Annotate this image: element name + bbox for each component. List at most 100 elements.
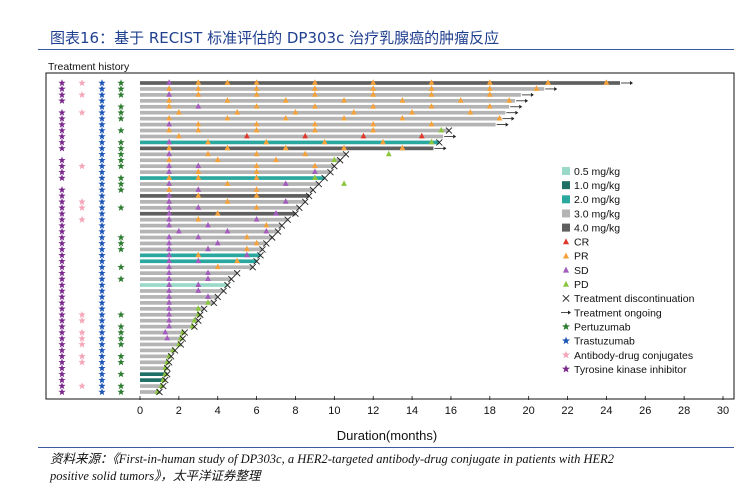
star-trastuzumab-patient-48	[98, 358, 106, 366]
legend-pr-swatch	[562, 252, 570, 259]
star-tki-patient-11	[58, 138, 66, 146]
marker-pr-patient-14-3	[273, 156, 279, 163]
star-pertuzumab-patient-12	[117, 144, 125, 152]
discontinuation-x-patient-9-b	[445, 127, 453, 134]
discontinuation-x-patient-19	[309, 186, 317, 194]
star-trastuzumab-patient-42	[98, 322, 106, 330]
ongoing-arrow-patient-6-head	[515, 110, 519, 115]
legend-treatment-discontinuation-label: Treatment discontinuation	[574, 293, 695, 305]
discontinuation-x-patient-13	[342, 150, 350, 158]
star-pertuzumab-patient-40	[117, 310, 125, 318]
discontinuation-x-patient-38	[210, 299, 218, 307]
star-trastuzumab-patient-37	[98, 293, 106, 300]
marker-sd-patient-37-1	[166, 293, 173, 299]
star-adc-patient-48	[78, 358, 86, 366]
marker-sd-patient-39-1	[166, 305, 173, 311]
legend-antibody-drug-conjugates-label: Antibody-drug conjugates	[574, 350, 693, 362]
legend-1-0-mg-kg-label: 1.0 mg/kg	[574, 180, 620, 192]
star-adc-patient-21	[78, 198, 86, 205]
star-trastuzumab-patient-28	[98, 239, 106, 247]
discontinuation-x-patient-21-b	[301, 198, 309, 206]
marker-pr-patient-29-3	[244, 245, 250, 252]
source-note: 资料来源：《First-in-human study of DP303c, a …	[50, 451, 730, 485]
marker-pr-patient-19-3	[253, 186, 260, 192]
marker-pr-patient-13-4	[302, 150, 309, 157]
marker-sd-patient-27-2	[195, 233, 202, 240]
marker-pd-patient-17-4	[312, 174, 318, 180]
star-tki-patient-33	[58, 269, 66, 277]
marker-pr-patient-2-5	[370, 85, 377, 91]
marker-pr-patient-9-2	[195, 126, 202, 133]
discontinuation-x-patient-34	[228, 275, 235, 283]
marker-pr-patient-17-1	[166, 174, 173, 180]
discontinuation-x-patient-44-b	[179, 335, 187, 342]
marker-pd-patient-13-5	[385, 150, 392, 157]
marker-sd-patient-22-2	[195, 204, 202, 210]
discontinuation-x-patient-48	[165, 358, 173, 366]
discontinuation-x-patient-52	[160, 382, 167, 390]
ongoing-arrow-patient-7	[502, 116, 515, 121]
star-trastuzumab-patient-22	[98, 203, 106, 211]
discontinuation-x-patient-18-b	[315, 180, 323, 188]
star-pertuzumab-patient-44	[117, 334, 125, 342]
legend-pertuzumab-label: Pertuzumab	[574, 321, 631, 333]
star-tki-patient-24	[58, 215, 66, 223]
legend-3-0-mg-kg-swatch	[562, 209, 570, 218]
legend-4-0-mg-kg-swatch	[562, 223, 570, 232]
bar-patient-13	[140, 152, 346, 157]
marker-pr-patient-8-6	[428, 120, 435, 127]
marker-sd-patient-44-1	[164, 334, 171, 341]
discontinuation-x-patient-35	[224, 281, 231, 289]
star-trastuzumab-patient-50	[98, 370, 106, 378]
star-tki-patient-46	[58, 346, 66, 354]
x-tick-label-16: 16	[445, 405, 457, 417]
marker-pr-patient-7-1	[166, 114, 173, 121]
star-tki-patient-43	[58, 328, 66, 336]
marker-sd-patient-28-2	[214, 239, 221, 246]
marker-sd-patient-16-4	[312, 168, 318, 175]
marker-sd-patient-35-2	[195, 281, 202, 287]
discontinuation-x-patient-24	[284, 216, 292, 223]
marker-pr-patient-17-2	[195, 174, 202, 180]
star-tki-patient-38	[58, 299, 66, 306]
star-pertuzumab-patient-28	[117, 239, 125, 247]
discontinuation-x-patient-27-b	[268, 234, 276, 241]
star-pertuzumab-patient-19	[117, 186, 125, 194]
star-trastuzumab-patient-18	[98, 180, 106, 188]
star-trastuzumab-patient-6	[98, 108, 106, 116]
x-tick-label-0: 0	[137, 405, 143, 417]
discontinuation-x-patient-17	[321, 174, 328, 182]
marker-sd-patient-18-3	[282, 180, 289, 186]
star-trastuzumab-patient-41	[98, 316, 106, 324]
marker-sd-patient-20-1	[166, 192, 173, 198]
discontinuation-x-patient-37-b	[214, 293, 222, 301]
star-adc-patient-1	[78, 79, 86, 87]
star-trastuzumab-patient-51	[98, 376, 106, 384]
star-trastuzumab-patient-35	[98, 281, 106, 289]
legend-treatment-ongoing-swatch	[561, 310, 571, 315]
marker-pr-patient-2-8	[533, 85, 540, 91]
star-pertuzumab-patient-47	[117, 352, 125, 360]
star-pertuzumab-patient-34	[117, 275, 125, 283]
marker-sd-patient-23-1	[166, 210, 173, 216]
marker-sd-patient-5-2	[195, 103, 202, 109]
marker-pr-patient-4-2	[224, 97, 231, 103]
star-trastuzumab-patient-30	[98, 251, 106, 259]
discontinuation-x-patient-15-b	[331, 162, 338, 170]
star-tki-patient-3	[58, 91, 66, 98]
star-tki-patient-14	[58, 156, 66, 164]
marker-pr-patient-17-3	[253, 174, 260, 180]
star-pertuzumab-patient-18	[117, 180, 125, 188]
marker-sd-patient-8-1	[166, 120, 173, 127]
discontinuation-x-patient-22	[296, 204, 303, 212]
star-tki-patient-9	[58, 126, 66, 134]
star-adc-patient-44	[78, 334, 86, 342]
marker-pr-patient-12-2	[224, 144, 231, 151]
marker-pr-patient-4-1	[166, 97, 173, 103]
star-trastuzumab-patient-1	[98, 79, 106, 87]
bar-patient-46	[140, 348, 175, 353]
discontinuation-x-patient-18	[315, 180, 323, 188]
x-axis-label: Duration(months)	[337, 428, 437, 443]
star-tki-patient-44	[58, 334, 66, 342]
marker-sd-patient-38-1	[166, 299, 173, 305]
